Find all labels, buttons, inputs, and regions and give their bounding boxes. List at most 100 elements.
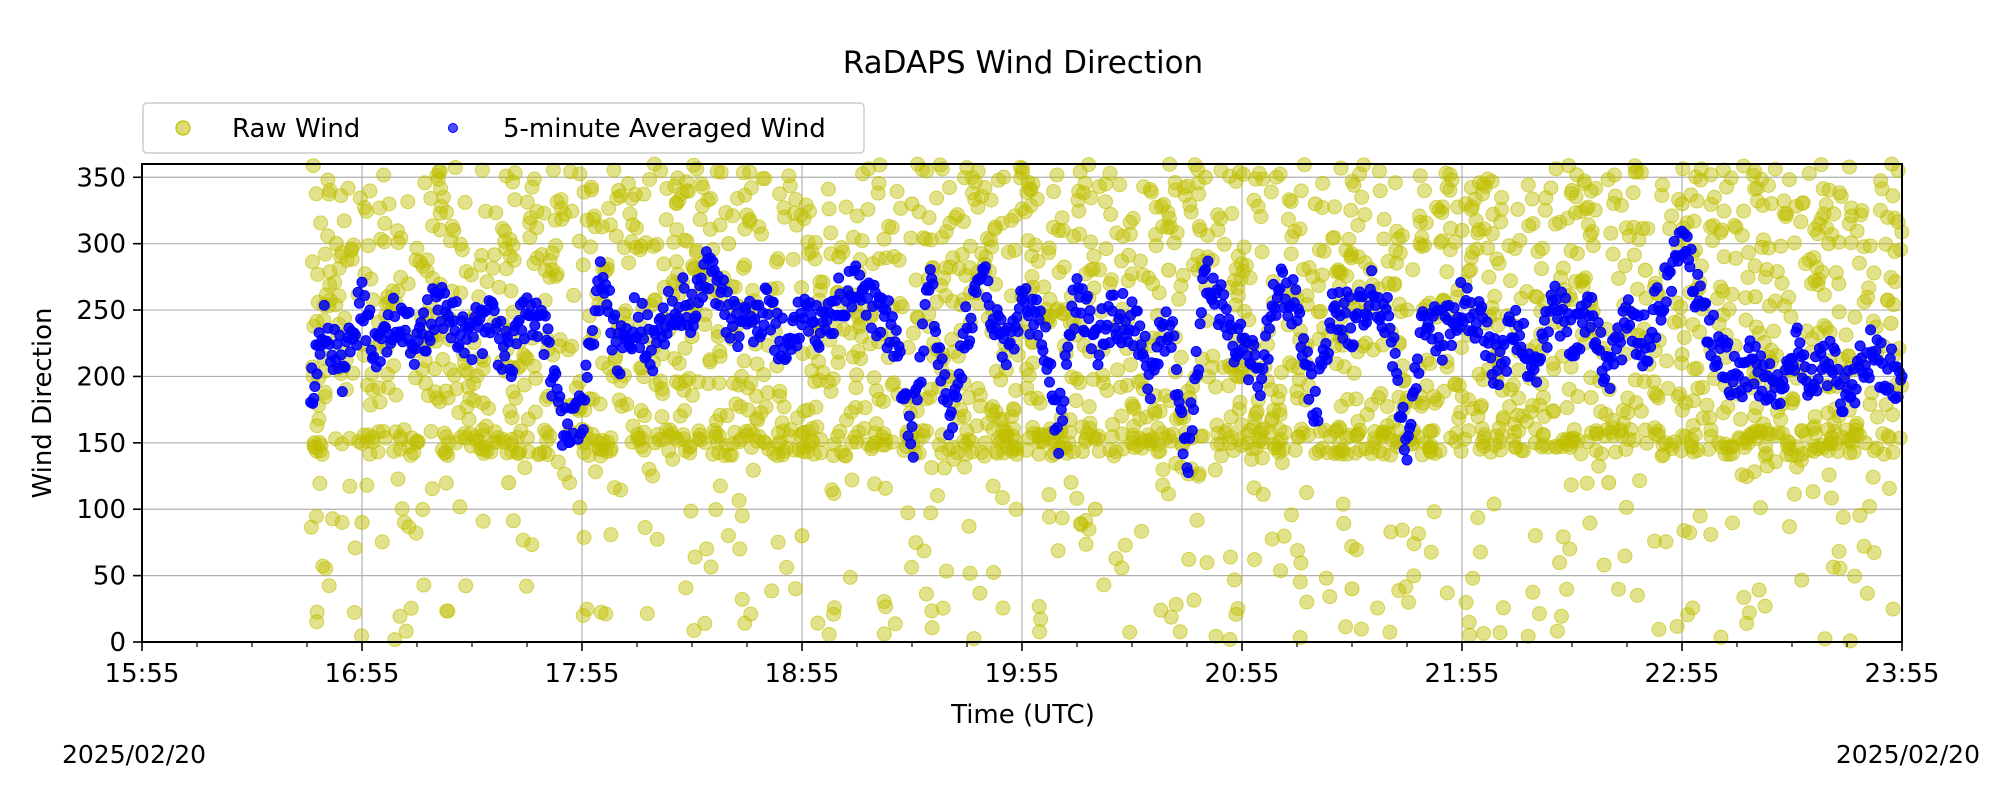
raw-wind-point bbox=[452, 499, 468, 515]
raw-wind-point bbox=[1375, 429, 1391, 445]
avg-wind-point bbox=[695, 272, 707, 284]
raw-wind-point bbox=[1853, 207, 1869, 223]
raw-wind-point bbox=[1122, 624, 1138, 640]
avg-wind-point bbox=[1510, 304, 1522, 316]
raw-wind-point bbox=[1747, 258, 1763, 274]
raw-wind-point bbox=[1199, 555, 1215, 571]
raw-wind-point bbox=[1502, 273, 1518, 289]
raw-wind-point bbox=[1632, 473, 1648, 489]
raw-wind-point bbox=[1474, 434, 1490, 450]
raw-wind-point bbox=[1453, 404, 1469, 420]
avg-wind-point bbox=[930, 325, 942, 337]
raw-wind-point bbox=[875, 393, 891, 409]
y-tick-label: 250 bbox=[76, 296, 126, 326]
raw-wind-point bbox=[1050, 543, 1066, 559]
raw-wind-point bbox=[1776, 193, 1792, 209]
avg-wind-point bbox=[970, 286, 982, 298]
raw-wind-point bbox=[1666, 314, 1682, 330]
avg-wind-point bbox=[647, 365, 659, 377]
raw-wind-point bbox=[924, 460, 940, 476]
raw-wind-point bbox=[409, 240, 425, 256]
raw-wind-point bbox=[801, 246, 817, 262]
avg-wind-point bbox=[755, 328, 767, 340]
avg-wind-point bbox=[1262, 353, 1274, 365]
raw-wind-point bbox=[1405, 262, 1421, 278]
raw-wind-point bbox=[637, 519, 653, 535]
raw-wind-point bbox=[1292, 574, 1308, 590]
raw-wind-point bbox=[625, 217, 641, 233]
raw-wind-point bbox=[1177, 187, 1193, 203]
avg-wind-point bbox=[1559, 292, 1571, 304]
raw-wind-point bbox=[621, 255, 637, 271]
raw-wind-point bbox=[462, 390, 478, 406]
raw-wind-point bbox=[734, 508, 750, 524]
avg-wind-point bbox=[1034, 305, 1046, 317]
raw-wind-point bbox=[1487, 288, 1503, 304]
raw-wind-point bbox=[1283, 194, 1299, 210]
avg-wind-point bbox=[1811, 385, 1823, 397]
raw-wind-point bbox=[1041, 509, 1057, 525]
raw-wind-point bbox=[1114, 253, 1130, 269]
raw-wind-point bbox=[1524, 191, 1540, 207]
legend-raw-label: Raw Wind bbox=[232, 114, 360, 144]
y-tick-label: 200 bbox=[76, 362, 126, 392]
raw-wind-point bbox=[866, 370, 882, 386]
raw-wind-point bbox=[1689, 360, 1705, 376]
raw-wind-point bbox=[1703, 422, 1719, 438]
raw-wind-point bbox=[1866, 265, 1882, 281]
raw-wind-point bbox=[1512, 232, 1528, 248]
x-axis: 15:55 16:55 17:55 18:55 19:55 20:55 21:55 22:55… bbox=[105, 642, 1939, 689]
raw-wind-point bbox=[433, 198, 449, 214]
avg-wind-point bbox=[1472, 327, 1484, 339]
avg-wind-point bbox=[1008, 343, 1020, 355]
raw-wind-point bbox=[1143, 184, 1159, 200]
raw-wind-point bbox=[1495, 412, 1511, 428]
raw-wind-point bbox=[557, 466, 573, 482]
raw-wind-point bbox=[692, 427, 708, 443]
raw-wind-point bbox=[876, 626, 892, 642]
raw-wind-point bbox=[892, 295, 908, 311]
raw-wind-point bbox=[683, 503, 699, 519]
raw-wind-point bbox=[1525, 584, 1541, 600]
raw-wind-point bbox=[1336, 359, 1352, 375]
raw-wind-point bbox=[1824, 227, 1840, 243]
raw-wind-point bbox=[903, 230, 919, 246]
raw-wind-point bbox=[1388, 242, 1404, 258]
raw-wind-point bbox=[930, 488, 946, 504]
raw-wind-point bbox=[987, 221, 1003, 237]
raw-wind-point bbox=[1680, 607, 1696, 623]
raw-wind-point bbox=[1394, 228, 1410, 244]
raw-wind-point bbox=[1883, 315, 1899, 331]
raw-wind-point bbox=[1779, 206, 1795, 222]
raw-wind-point bbox=[309, 614, 325, 630]
avg-wind-point bbox=[1875, 337, 1887, 349]
raw-wind-point bbox=[889, 184, 905, 200]
raw-wind-point bbox=[1410, 526, 1426, 542]
avg-wind-point bbox=[1664, 266, 1676, 278]
raw-wind-point bbox=[1733, 411, 1749, 427]
raw-wind-point bbox=[1125, 211, 1141, 227]
raw-wind-point bbox=[1254, 450, 1270, 466]
raw-wind-point bbox=[1083, 190, 1099, 206]
raw-wind-point bbox=[595, 355, 611, 371]
raw-wind-point bbox=[1340, 392, 1356, 408]
avg-wind-point bbox=[632, 311, 644, 323]
raw-wind-point bbox=[318, 560, 334, 576]
raw-wind-point bbox=[823, 383, 839, 399]
raw-wind-point bbox=[1081, 521, 1097, 537]
avg-wind-point bbox=[336, 386, 348, 398]
raw-wind-point bbox=[403, 600, 419, 616]
raw-wind-point bbox=[843, 404, 859, 420]
avg-wind-point bbox=[1092, 359, 1104, 371]
raw-wind-point bbox=[1095, 367, 1111, 383]
raw-wind-point bbox=[1168, 597, 1184, 613]
legend-raw-marker bbox=[175, 120, 191, 136]
avg-wind-point bbox=[934, 342, 945, 354]
avg-wind-point bbox=[1624, 319, 1636, 331]
raw-wind-point bbox=[1885, 444, 1901, 460]
avg-wind-point bbox=[450, 296, 462, 308]
avg-wind-point bbox=[721, 286, 733, 298]
raw-wind-point bbox=[406, 445, 422, 461]
raw-wind-point bbox=[1091, 443, 1107, 459]
raw-wind-point bbox=[576, 184, 592, 200]
